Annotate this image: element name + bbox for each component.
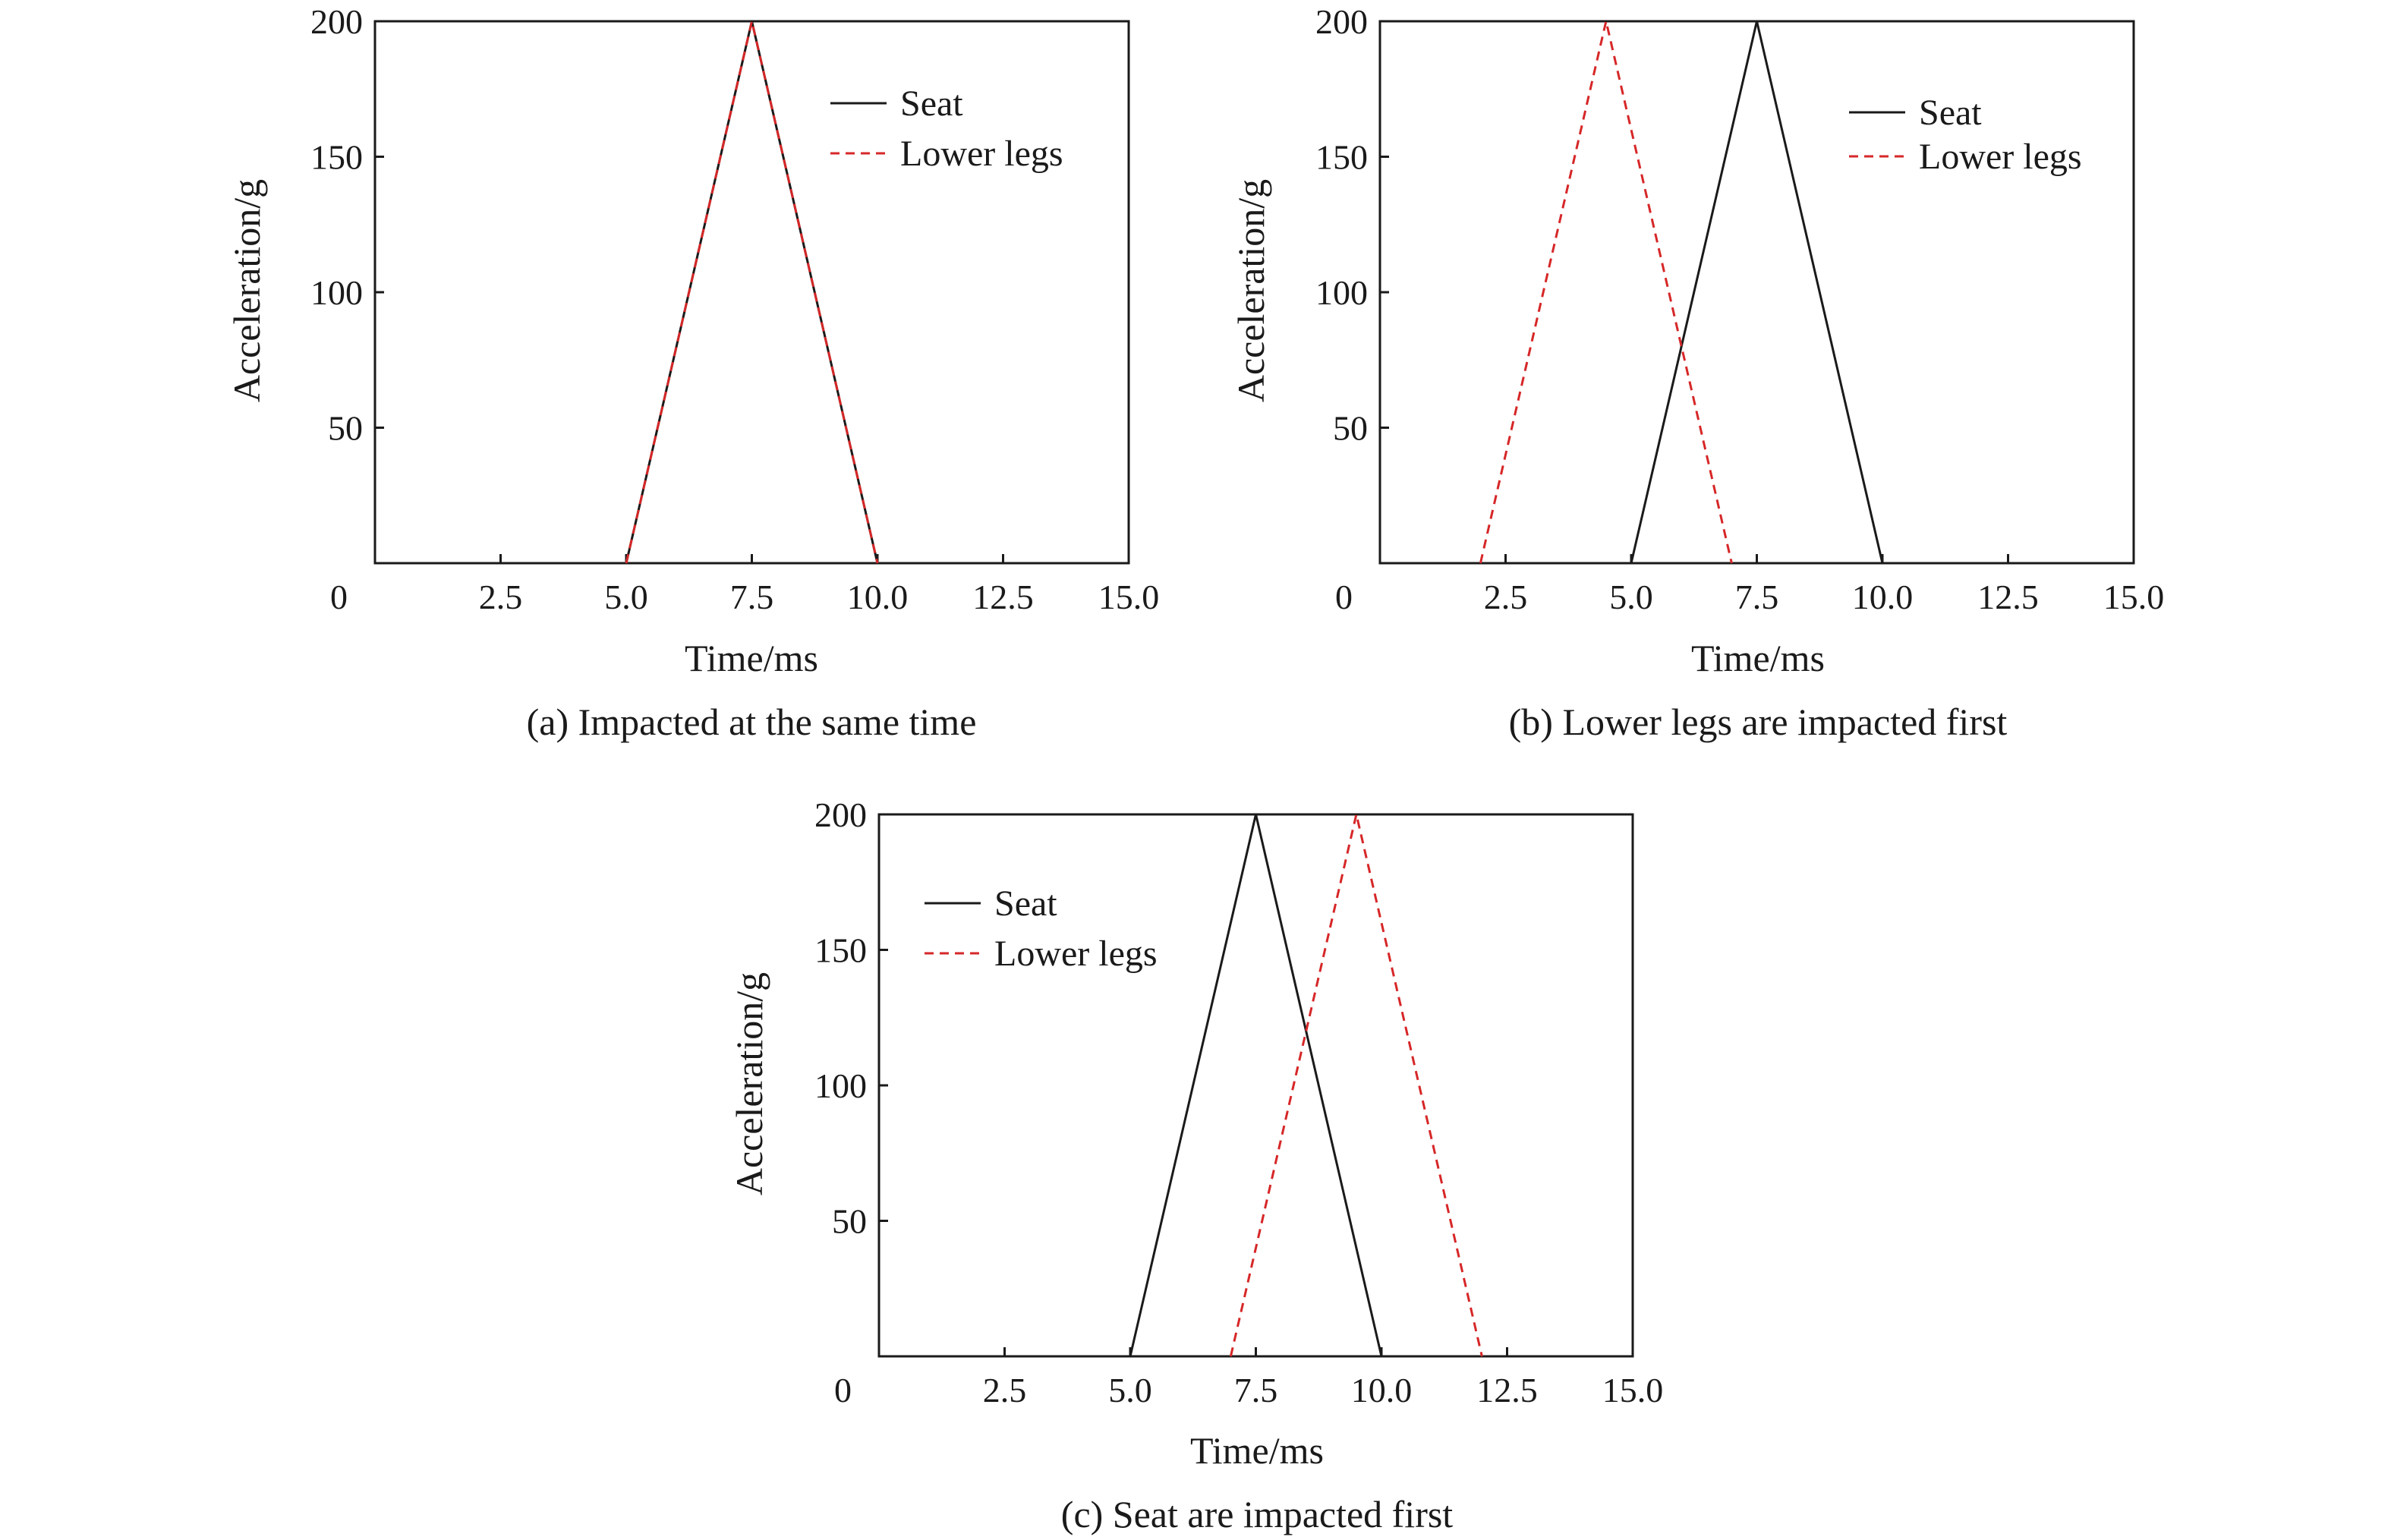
y-tick-label: 150 bbox=[310, 138, 363, 177]
x-tick-label: 2.5 bbox=[479, 578, 523, 616]
legend: Seat Lower legs bbox=[925, 883, 1158, 974]
x-tick-label: 5.0 bbox=[1108, 1371, 1152, 1409]
x-tick-label: 0 bbox=[834, 1371, 852, 1409]
x-tick-label: 10.0 bbox=[1852, 578, 1914, 616]
x-tick-label: 12.5 bbox=[1476, 1371, 1538, 1409]
legend: Seat Lower legs bbox=[1849, 93, 2082, 177]
y-tick-label: 200 bbox=[1315, 2, 1368, 41]
y-tick-label: 50 bbox=[832, 1202, 867, 1241]
x-tick-label: 5.0 bbox=[1609, 578, 1653, 616]
legend-label-seat: Seat bbox=[1919, 93, 1982, 133]
x-tick-label: 15.0 bbox=[1602, 1371, 1664, 1409]
series-line-lower-legs bbox=[1479, 20, 1733, 564]
panel-caption: (a) Impacted at the same time bbox=[527, 701, 977, 743]
x-tick-label: 12.5 bbox=[972, 578, 1034, 616]
y-tick-label: 50 bbox=[328, 409, 363, 448]
series-line-seat bbox=[1129, 814, 1383, 1357]
x-tick-label: 10.0 bbox=[847, 578, 909, 616]
chart-panel-b: 0 2.5 5.0 7.5 10.0 12.5 15.0 50 100 150 200 Time/m… bbox=[1230, 2, 2164, 743]
x-tick-label: 5.0 bbox=[604, 578, 648, 616]
chart-panel-a: 0 2.5 5.0 7.5 10.0 12.5 15.0 50 100 150 200 Time/m… bbox=[225, 2, 1159, 743]
plot-frame bbox=[373, 20, 1130, 565]
y-tick-label: 150 bbox=[1315, 138, 1368, 177]
series-line-seat bbox=[1630, 20, 1884, 564]
series-line-lower-legs bbox=[625, 20, 879, 564]
plot-frame bbox=[1378, 20, 2135, 565]
x-tick-label: 7.5 bbox=[1234, 1371, 1278, 1409]
x-tick-label: 7.5 bbox=[1735, 578, 1779, 616]
y-tick-label: 50 bbox=[1333, 409, 1368, 448]
x-tick-label: 12.5 bbox=[1977, 578, 2039, 616]
x-tick-label: 2.5 bbox=[983, 1371, 1027, 1409]
legend-label-seat: Seat bbox=[994, 883, 1057, 924]
x-tick-label: 2.5 bbox=[1484, 578, 1528, 616]
x-axis-label: Time/ms bbox=[685, 637, 818, 679]
legend-label-lower-legs: Lower legs bbox=[994, 934, 1158, 974]
y-axis-label: Acceleration/g bbox=[1230, 179, 1272, 402]
x-axis-label: Time/ms bbox=[1691, 637, 1825, 679]
legend-label-lower-legs: Lower legs bbox=[1919, 137, 2082, 177]
x-axis-label: Time/ms bbox=[1190, 1429, 1324, 1472]
legend: Seat Lower legs bbox=[830, 83, 1063, 174]
y-tick-label: 100 bbox=[1315, 273, 1368, 312]
series-line-lower-legs bbox=[1229, 814, 1483, 1357]
x-tick-label: 10.0 bbox=[1351, 1371, 1413, 1409]
x-tick-label: 7.5 bbox=[730, 578, 774, 616]
y-axis-label: Acceleration/g bbox=[728, 972, 770, 1195]
plot-marks: 0 2.5 5.0 7.5 10.0 12.5 15.0 50 100 150 200 bbox=[814, 795, 1663, 1409]
y-tick-label: 100 bbox=[814, 1066, 867, 1105]
chart-panel-c: 0 2.5 5.0 7.5 10.0 12.5 15.0 50 100 150 200 Time/m… bbox=[728, 795, 1663, 1535]
plot-frame bbox=[877, 813, 1634, 1358]
legend-label-seat: Seat bbox=[900, 83, 963, 124]
y-tick-label: 150 bbox=[814, 931, 867, 970]
y-tick-label: 100 bbox=[310, 273, 363, 312]
y-axis-label: Acceleration/g bbox=[225, 179, 268, 402]
x-tick-label: 15.0 bbox=[1098, 578, 1160, 616]
x-tick-label: 0 bbox=[1335, 578, 1353, 616]
plot-marks: 0 2.5 5.0 7.5 10.0 12.5 15.0 50 100 150 200 bbox=[1315, 2, 2164, 616]
y-tick-label: 200 bbox=[310, 2, 363, 41]
y-tick-label: 200 bbox=[814, 795, 867, 834]
panel-caption: (c) Seat are impacted first bbox=[1061, 1493, 1454, 1535]
panel-caption: (b) Lower legs are impacted first bbox=[1509, 701, 2008, 743]
x-tick-label: 0 bbox=[330, 578, 348, 616]
x-tick-label: 15.0 bbox=[2103, 578, 2165, 616]
plot-marks: 0 2.5 5.0 7.5 10.0 12.5 15.0 50 100 150 200 bbox=[310, 2, 1159, 616]
legend-label-lower-legs: Lower legs bbox=[900, 134, 1063, 174]
